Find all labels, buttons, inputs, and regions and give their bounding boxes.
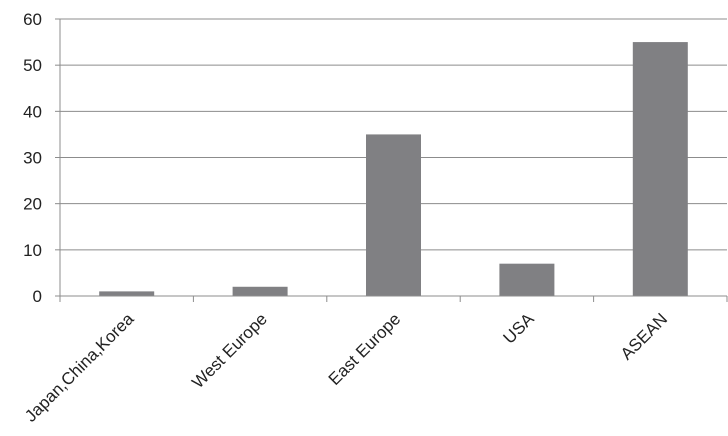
bars xyxy=(99,42,688,297)
y-axis-tick-labels: 0 10 20 30 40 50 60 xyxy=(23,10,42,306)
y-tick-label: 20 xyxy=(23,195,42,214)
x-category-label: West Europe xyxy=(188,309,271,392)
bar xyxy=(499,263,555,296)
y-tick-label: 10 xyxy=(23,241,42,260)
x-category-label: Japan,China,Korea xyxy=(21,309,138,426)
y-tick-label: 40 xyxy=(23,102,42,121)
bar xyxy=(232,286,288,296)
y-tick-label: 50 xyxy=(23,56,42,75)
x-category-label: ASEAN xyxy=(617,309,671,363)
x-axis-category-labels: Japan,China,Korea West Europe East Europe U… xyxy=(21,309,671,426)
bar xyxy=(632,42,688,297)
axes xyxy=(55,18,728,302)
y-tick-label: 30 xyxy=(23,149,42,168)
y-tick-label: 60 xyxy=(23,10,42,29)
bar xyxy=(99,291,155,296)
bar xyxy=(366,134,421,296)
x-category-label: USA xyxy=(500,309,539,348)
x-category-label: East Europe xyxy=(325,309,405,389)
y-tick-label: 0 xyxy=(33,287,42,306)
